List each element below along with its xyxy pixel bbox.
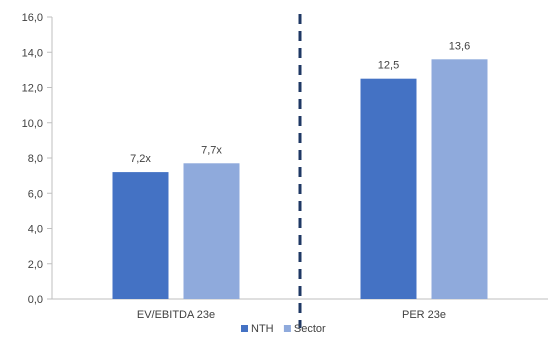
data-label: 13,6 xyxy=(449,40,470,52)
data-labels: 7,2x 7,7x 12,5 13,6 xyxy=(130,40,470,165)
bar-sector-1 xyxy=(431,59,488,299)
y-tick-label: 10,0 xyxy=(22,118,43,130)
y-tick-label: 0,0 xyxy=(28,294,43,306)
data-label: 12,5 xyxy=(378,60,399,72)
y-tick-label: 4,0 xyxy=(28,224,43,236)
category-labels: EV/EBITDA 23e PER 23e xyxy=(137,309,446,321)
y-tick-label: 12,0 xyxy=(22,83,43,95)
y-tick-label: 6,0 xyxy=(28,188,43,200)
y-tick-label: 2,0 xyxy=(28,259,43,271)
y-tick-label: 8,0 xyxy=(28,153,43,165)
y-axis: 0,0 2,0 4,0 6,0 8,0 10,0 12,0 14,0 16,0 xyxy=(22,12,53,306)
legend-label: NTH xyxy=(251,323,274,335)
legend: NTH Sector xyxy=(241,323,326,335)
y-tick-label: 14,0 xyxy=(22,47,43,59)
bar-nth-1 xyxy=(360,78,417,299)
y-tick-label: 16,0 xyxy=(22,12,43,24)
data-label: 7,2x xyxy=(130,153,151,165)
bar-sector-0 xyxy=(183,163,240,299)
data-label: 7,7x xyxy=(201,144,222,156)
category-label: EV/EBITDA 23e xyxy=(137,309,215,321)
category-label: PER 23e xyxy=(402,309,446,321)
bar-nth-0 xyxy=(112,172,169,299)
legend-swatch-sector xyxy=(283,325,291,332)
legend-swatch-nth xyxy=(241,325,248,332)
bars xyxy=(112,59,488,299)
legend-label: Sector xyxy=(294,323,326,335)
